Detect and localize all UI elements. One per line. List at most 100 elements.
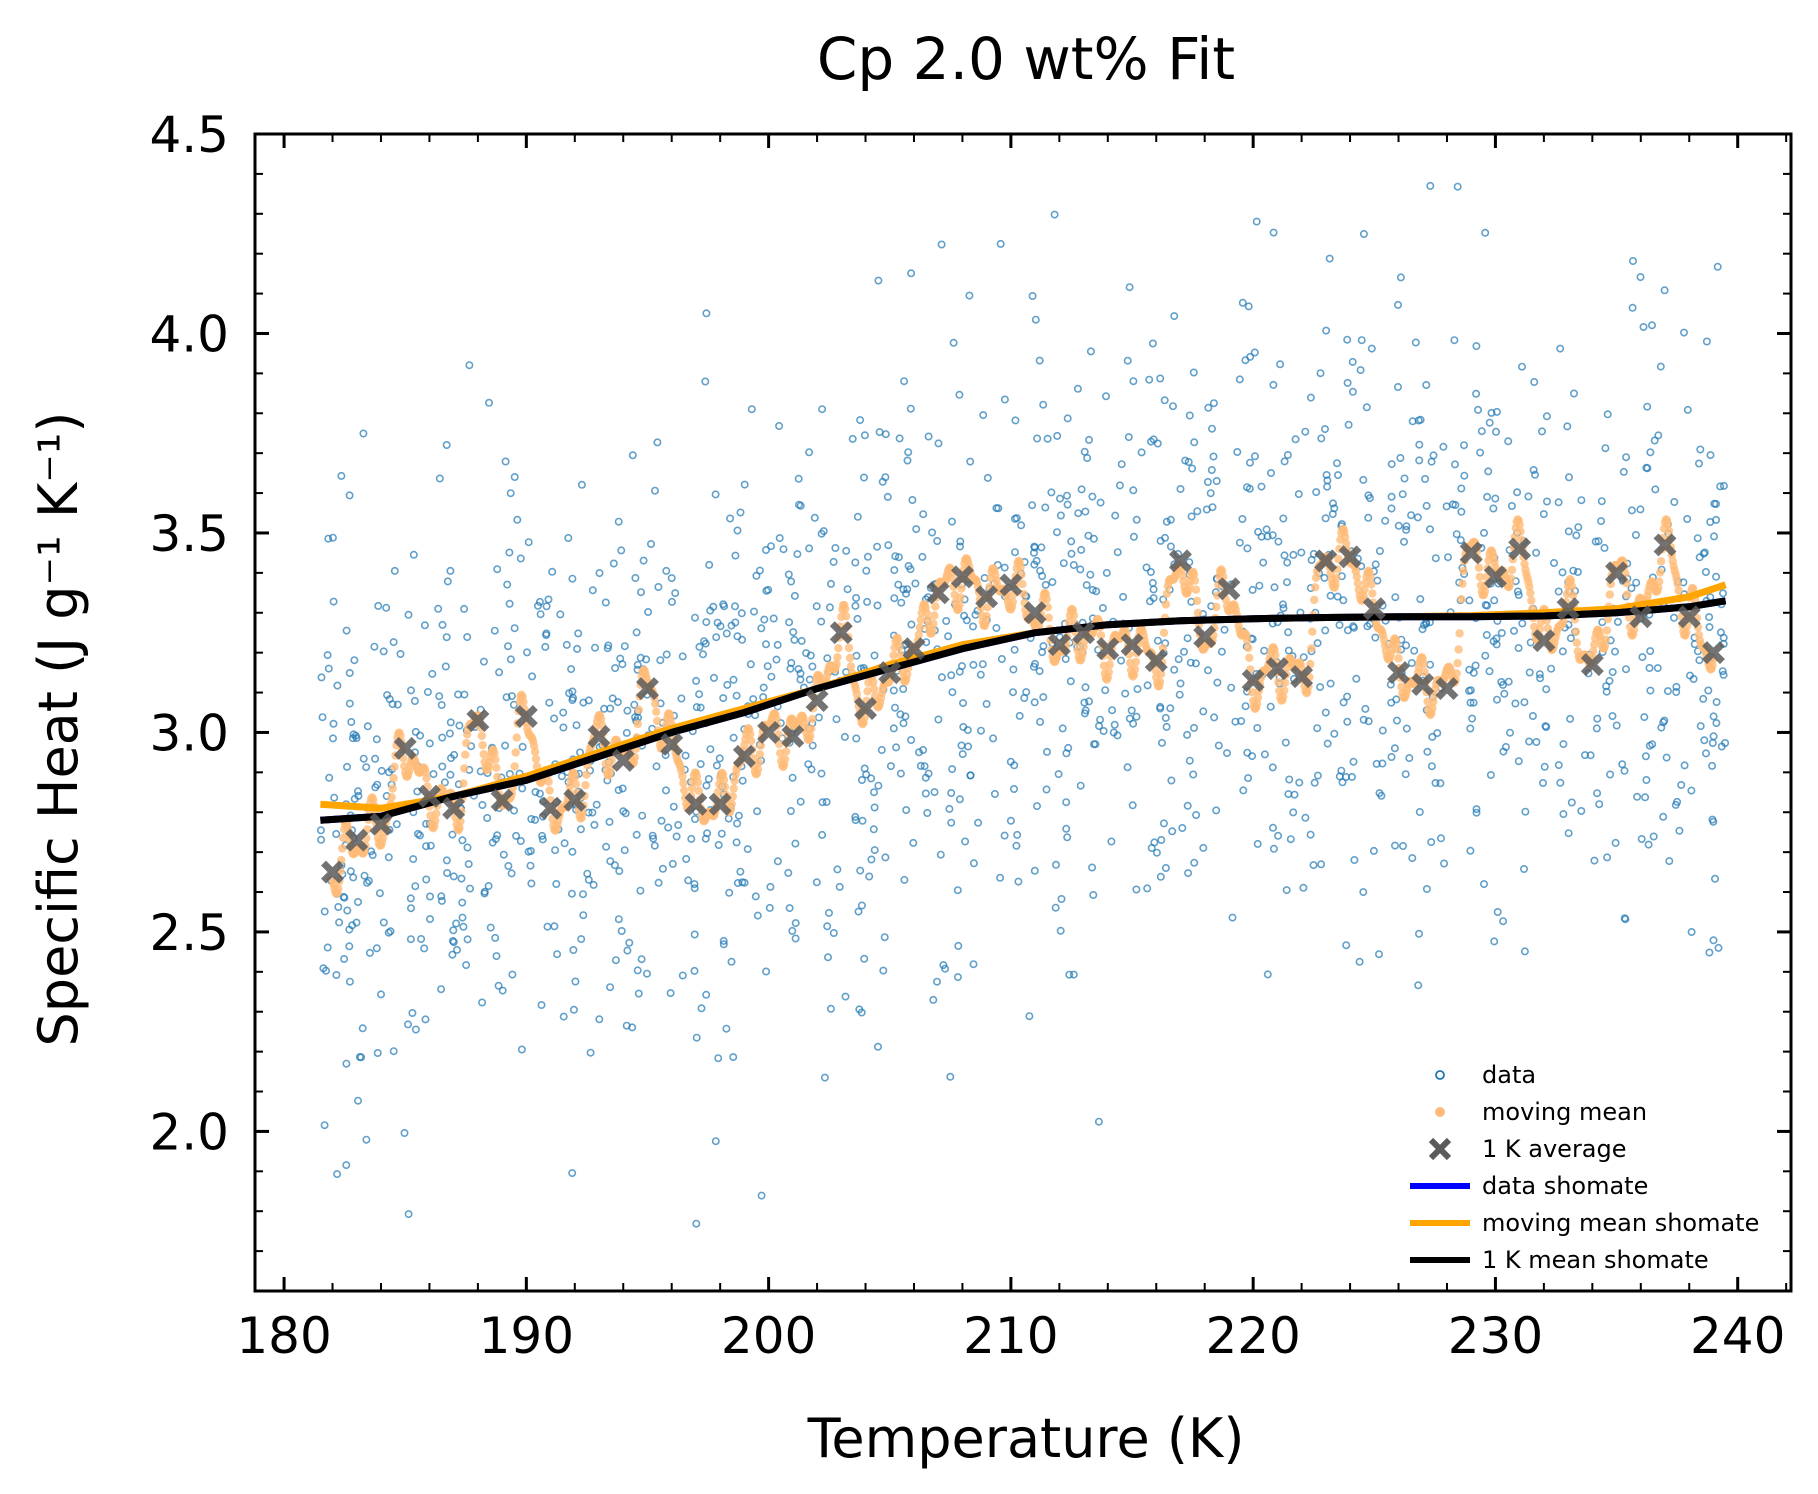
data-point	[493, 831, 502, 840]
data-point	[524, 538, 533, 547]
data-point	[411, 882, 420, 891]
data-point	[465, 361, 474, 370]
data-point	[808, 741, 817, 750]
data-point	[442, 633, 451, 642]
data-point	[1466, 724, 1475, 733]
data-point	[767, 672, 776, 681]
data-point	[1156, 374, 1165, 383]
data-point	[1280, 457, 1289, 466]
one-k-average-marker	[1605, 561, 1629, 585]
data-point	[732, 691, 741, 700]
data-point	[656, 656, 665, 665]
moving-mean-point	[1155, 677, 1165, 687]
moving-mean-point	[512, 733, 521, 742]
one-k-average-marker	[660, 732, 684, 756]
data-point	[349, 873, 358, 882]
data-point	[1460, 471, 1469, 480]
moving-mean-point	[1213, 591, 1222, 600]
data-point	[505, 599, 514, 608]
data-point	[1569, 566, 1578, 575]
data-point	[601, 598, 610, 607]
data-point	[1646, 448, 1655, 457]
moving-mean-point	[1420, 667, 1429, 677]
data-point	[840, 732, 849, 741]
data-point	[1269, 228, 1278, 237]
data-point	[1428, 732, 1437, 741]
data-point	[1157, 835, 1166, 844]
data-point	[1181, 456, 1190, 465]
legend-label: data shomate	[1482, 1172, 1648, 1200]
data-point	[1390, 744, 1399, 753]
data-point	[576, 825, 585, 834]
moving-mean-point	[1664, 526, 1674, 536]
data-point	[1564, 829, 1573, 838]
data-point	[939, 961, 948, 970]
data-point	[788, 773, 797, 782]
data-point	[1611, 647, 1620, 656]
data-point	[1343, 378, 1352, 387]
data-point	[1547, 664, 1556, 673]
data-point	[784, 868, 793, 877]
data-point	[805, 448, 814, 457]
data-point	[862, 770, 871, 779]
data-point	[1010, 548, 1019, 557]
data-point	[373, 1049, 382, 1058]
data-point	[509, 806, 518, 815]
data-point	[1183, 730, 1192, 739]
data-point	[856, 866, 865, 875]
data-point	[1472, 389, 1481, 398]
data-point	[919, 745, 928, 754]
data-point	[1253, 723, 1262, 732]
moving-mean-point	[596, 714, 606, 723]
data-point	[449, 872, 458, 881]
data-point	[1231, 717, 1240, 726]
data-point	[1415, 929, 1424, 938]
data-point	[654, 878, 663, 887]
moving-mean-point	[844, 643, 854, 653]
data-point	[1102, 568, 1111, 577]
data-point	[1662, 753, 1671, 762]
data-point	[1420, 621, 1429, 630]
data-point	[493, 565, 502, 574]
data-point	[568, 687, 577, 696]
data-point	[869, 825, 878, 834]
data-point	[642, 655, 651, 664]
data-point	[1618, 760, 1627, 769]
data-point	[791, 934, 800, 943]
data-point	[947, 517, 956, 526]
moving-mean-point	[1159, 628, 1169, 637]
data-point	[1299, 883, 1308, 892]
data-point	[880, 933, 889, 942]
moving-mean-point	[1366, 572, 1375, 582]
data-point	[1188, 464, 1197, 473]
data-point	[682, 854, 691, 863]
data-point	[568, 696, 577, 705]
data-point	[1706, 451, 1715, 460]
data-point	[1047, 488, 1056, 497]
data-point	[1284, 790, 1293, 799]
data-point	[1367, 344, 1376, 353]
data-point	[1486, 770, 1495, 779]
data-point	[611, 956, 620, 965]
moving-mean-point	[833, 653, 842, 662]
data-point	[1038, 571, 1047, 580]
data-layer	[316, 181, 1730, 1228]
data-point	[873, 1042, 882, 1051]
data-point	[713, 618, 722, 627]
data-point	[662, 650, 671, 659]
data-point	[726, 514, 735, 523]
y-tick-label: 2.5	[149, 904, 229, 962]
data-point	[690, 884, 699, 893]
data-point	[371, 783, 380, 792]
data-point	[1654, 431, 1663, 440]
data-point	[1101, 686, 1110, 695]
data-point	[1514, 590, 1523, 599]
data-point	[662, 566, 671, 575]
data-point	[1289, 550, 1298, 559]
data-point	[1700, 548, 1709, 557]
data-point	[1439, 442, 1448, 451]
data-point	[1426, 181, 1435, 190]
data-point	[550, 714, 559, 723]
moving-mean-point	[1069, 611, 1079, 620]
moving-mean-point	[1568, 591, 1578, 600]
